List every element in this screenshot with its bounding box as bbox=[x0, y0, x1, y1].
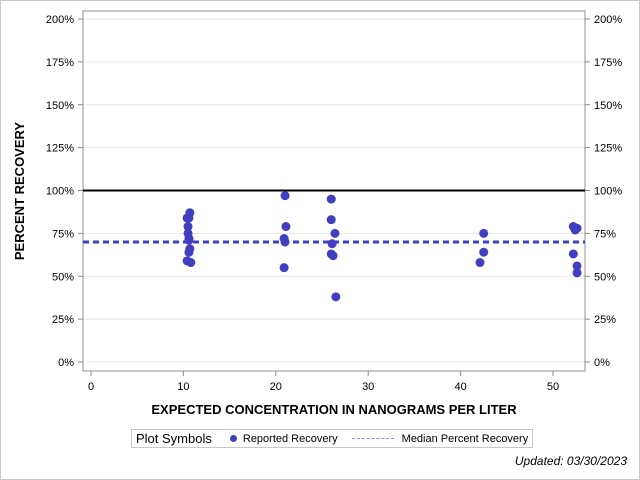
x-tick-label: 30 bbox=[362, 381, 374, 393]
data-point bbox=[572, 223, 582, 233]
x-tick-label: 10 bbox=[177, 381, 189, 393]
legend-title: Plot Symbols bbox=[136, 431, 212, 446]
y-tick-label: 175% bbox=[46, 57, 74, 69]
x-axis-label: EXPECTED CONCENTRATION IN NANOGRAMS PER … bbox=[151, 402, 517, 417]
y-tick-label-right: 50% bbox=[594, 271, 616, 283]
data-point bbox=[280, 237, 290, 247]
y-tick-label-right: 175% bbox=[594, 57, 622, 69]
data-point bbox=[568, 249, 578, 259]
y-tick-label: 200% bbox=[46, 14, 74, 26]
y-tick-label: 50% bbox=[52, 271, 74, 283]
y-tick-label: 75% bbox=[52, 228, 74, 240]
x-tick-label: 50 bbox=[547, 381, 559, 393]
data-point bbox=[479, 247, 489, 257]
x-tick-label: 0 bbox=[88, 381, 94, 393]
y-tick-label: 0% bbox=[58, 357, 74, 369]
legend: Plot Symbols Reported Recovery Median Pe… bbox=[131, 429, 534, 448]
y-tick-label-right: 100% bbox=[594, 186, 622, 198]
data-point bbox=[326, 194, 336, 204]
y-tick-label: 25% bbox=[52, 314, 74, 326]
data-point bbox=[328, 251, 338, 261]
legend-median-label: Median Percent Recovery bbox=[401, 432, 529, 445]
y-tick-label-right: 200% bbox=[594, 14, 622, 26]
data-point bbox=[281, 222, 291, 232]
data-point bbox=[184, 235, 194, 245]
x-tick-label: 40 bbox=[454, 381, 466, 393]
data-point bbox=[331, 292, 341, 302]
x-tick-label: 20 bbox=[270, 381, 282, 393]
data-point bbox=[572, 261, 582, 271]
y-axis-label: PERCENT RECOVERY bbox=[12, 122, 27, 261]
y-tick-label-right: 125% bbox=[594, 143, 622, 155]
data-point bbox=[479, 228, 489, 238]
y-tick-label-right: 150% bbox=[594, 100, 622, 112]
data-point bbox=[184, 247, 194, 257]
data-point bbox=[330, 228, 340, 238]
legend-reported-label: Reported Recovery bbox=[242, 432, 338, 445]
data-point bbox=[572, 268, 582, 278]
dashed-line-icon bbox=[351, 438, 394, 439]
y-tick-label: 100% bbox=[46, 186, 74, 198]
data-point bbox=[326, 215, 336, 225]
y-tick-label: 150% bbox=[46, 100, 74, 112]
y-tick-label: 125% bbox=[46, 143, 74, 155]
updated-date: Updated: 03/30/2023 bbox=[514, 454, 627, 468]
data-point bbox=[327, 239, 337, 249]
circle-marker-icon bbox=[229, 435, 237, 442]
data-point bbox=[183, 222, 193, 232]
y-tick-label-right: 75% bbox=[594, 228, 616, 240]
data-point bbox=[182, 213, 192, 223]
y-tick-label-right: 0% bbox=[594, 357, 610, 369]
data-point bbox=[280, 191, 290, 201]
data-point bbox=[279, 263, 289, 273]
y-tick-label-right: 25% bbox=[594, 314, 616, 326]
data-point bbox=[186, 258, 196, 268]
data-point bbox=[475, 258, 485, 268]
